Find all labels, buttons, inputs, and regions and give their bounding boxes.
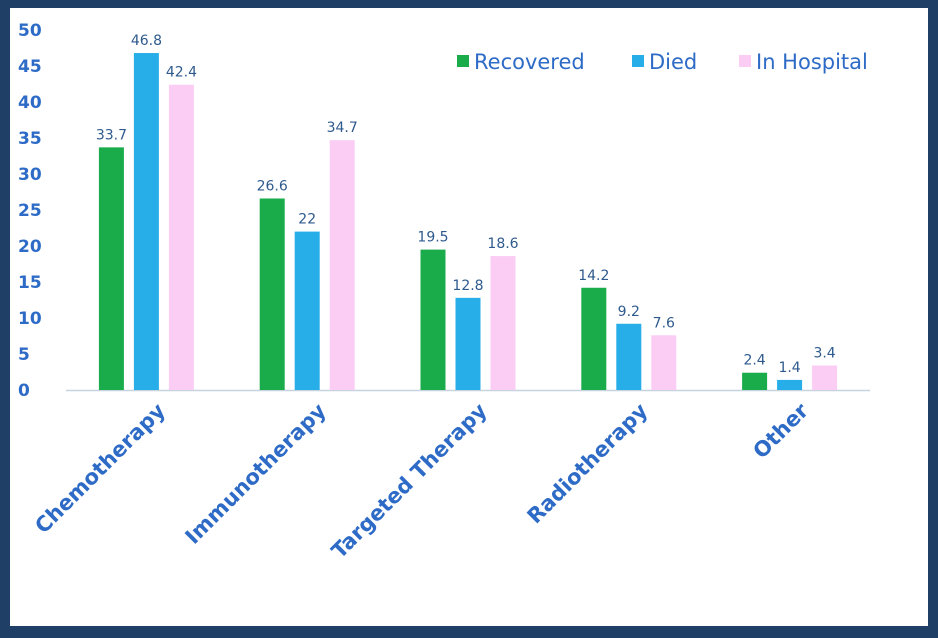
data-label-radiotherapy-died: 9.2	[618, 304, 640, 320]
bar-radiotherapy-in-hospital	[651, 335, 677, 390]
x-tick-label-immunotherapy: Immunotherapy	[181, 398, 331, 548]
data-labels: 33.7 46.842.4 26.6 22 34.7 19.5 12.8 18.6 14.2 9.…	[96, 33, 836, 376]
legend-label-in-hospital: In Hospital	[756, 50, 868, 74]
legend-swatch-died	[632, 55, 644, 67]
data-label-other-recovered: 2.4	[743, 353, 765, 369]
x-tick-label-chemotherapy: Chemotherapy	[30, 398, 170, 538]
bar-other-in-hospital	[812, 365, 838, 390]
x-tick-label-radiotherapy: Radiotherapy	[523, 398, 653, 528]
data-label-chemotherapy-in-hospital: 42.4	[166, 65, 197, 81]
y-tick-label: 20	[18, 237, 42, 257]
y-tick-label: 0	[18, 381, 30, 401]
bar-chemotherapy-died	[133, 53, 159, 390]
bar-radiotherapy-died	[616, 323, 642, 390]
y-tick-label: 25	[18, 201, 42, 221]
y-tick-label: 30	[18, 165, 42, 185]
data-label-other-died: 1.4	[778, 360, 800, 376]
legend-label-recovered: Recovered	[474, 50, 585, 74]
data-label-targeted-therapy-recovered: 19.5	[417, 230, 448, 246]
data-label-chemotherapy-died: 46.8	[131, 33, 162, 49]
y-axis: 0 5 10 15 20 25 30 35 40 45 50	[18, 21, 42, 401]
legend-label-died: Died	[649, 50, 697, 74]
data-label-immunotherapy-died: 22	[298, 212, 316, 228]
x-tick-label-targeted-therapy: Targeted Therapy	[327, 398, 492, 563]
bar-chemotherapy-in-hospital	[168, 84, 194, 390]
data-label-immunotherapy-in-hospital: 34.7	[327, 120, 358, 136]
bar-other-recovered	[742, 372, 768, 390]
legend: Recovered Died In Hospital	[457, 50, 868, 74]
y-tick-label: 15	[18, 273, 42, 293]
y-tick-label: 35	[18, 129, 42, 149]
data-label-immunotherapy-recovered: 26.6	[257, 178, 288, 194]
bar-other-died	[777, 379, 803, 390]
bar-immunotherapy-died	[294, 231, 320, 390]
y-tick-label: 5	[18, 345, 30, 365]
bar-immunotherapy-in-hospital	[329, 140, 355, 390]
bar-radiotherapy-recovered	[581, 287, 607, 390]
y-tick-label: 40	[18, 93, 42, 113]
y-tick-label: 45	[18, 57, 42, 77]
bar-targeted-therapy-in-hospital	[490, 256, 516, 390]
data-label-radiotherapy-recovered: 14.2	[578, 268, 609, 284]
chart-frame: 0 5 10 15 20 25 30 35 40 45 50 33.7 46.8 42.4 26.6 22 3…	[10, 8, 928, 626]
bar-targeted-therapy-recovered	[420, 249, 446, 390]
data-label-targeted-therapy-died: 12.8	[452, 278, 483, 294]
x-tick-label-other: Other	[748, 398, 813, 463]
data-label-chemotherapy-recovered: 33.7	[96, 127, 127, 143]
bar-targeted-therapy-died	[455, 297, 481, 390]
data-label-other-in-hospital: 3.4	[813, 346, 835, 362]
data-label-targeted-therapy-in-hospital: 18.6	[487, 236, 518, 252]
legend-swatch-in-hospital	[739, 55, 751, 67]
y-tick-label: 50	[18, 21, 42, 41]
bar-immunotherapy-recovered	[259, 198, 285, 390]
y-tick-label: 10	[18, 309, 42, 329]
legend-swatch-recovered	[457, 55, 469, 67]
data-label-radiotherapy-in-hospital: 7.6	[653, 315, 675, 331]
bar-chemotherapy-recovered	[98, 147, 124, 390]
bars	[98, 53, 838, 390]
